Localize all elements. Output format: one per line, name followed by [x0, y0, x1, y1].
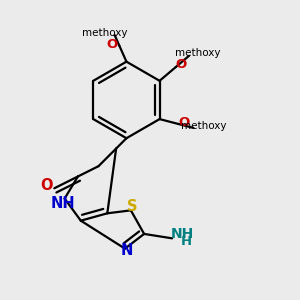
Text: methoxy: methoxy	[82, 28, 127, 38]
Text: N: N	[120, 243, 133, 258]
Text: methoxy: methoxy	[175, 48, 220, 58]
Text: NH: NH	[171, 227, 194, 241]
Text: H: H	[181, 235, 192, 248]
Text: NH: NH	[51, 196, 76, 211]
Text: methoxy: methoxy	[181, 121, 226, 131]
Text: O: O	[176, 58, 187, 71]
Text: S: S	[127, 199, 138, 214]
Text: O: O	[106, 38, 118, 51]
Text: O: O	[178, 116, 189, 129]
Text: O: O	[40, 178, 52, 193]
